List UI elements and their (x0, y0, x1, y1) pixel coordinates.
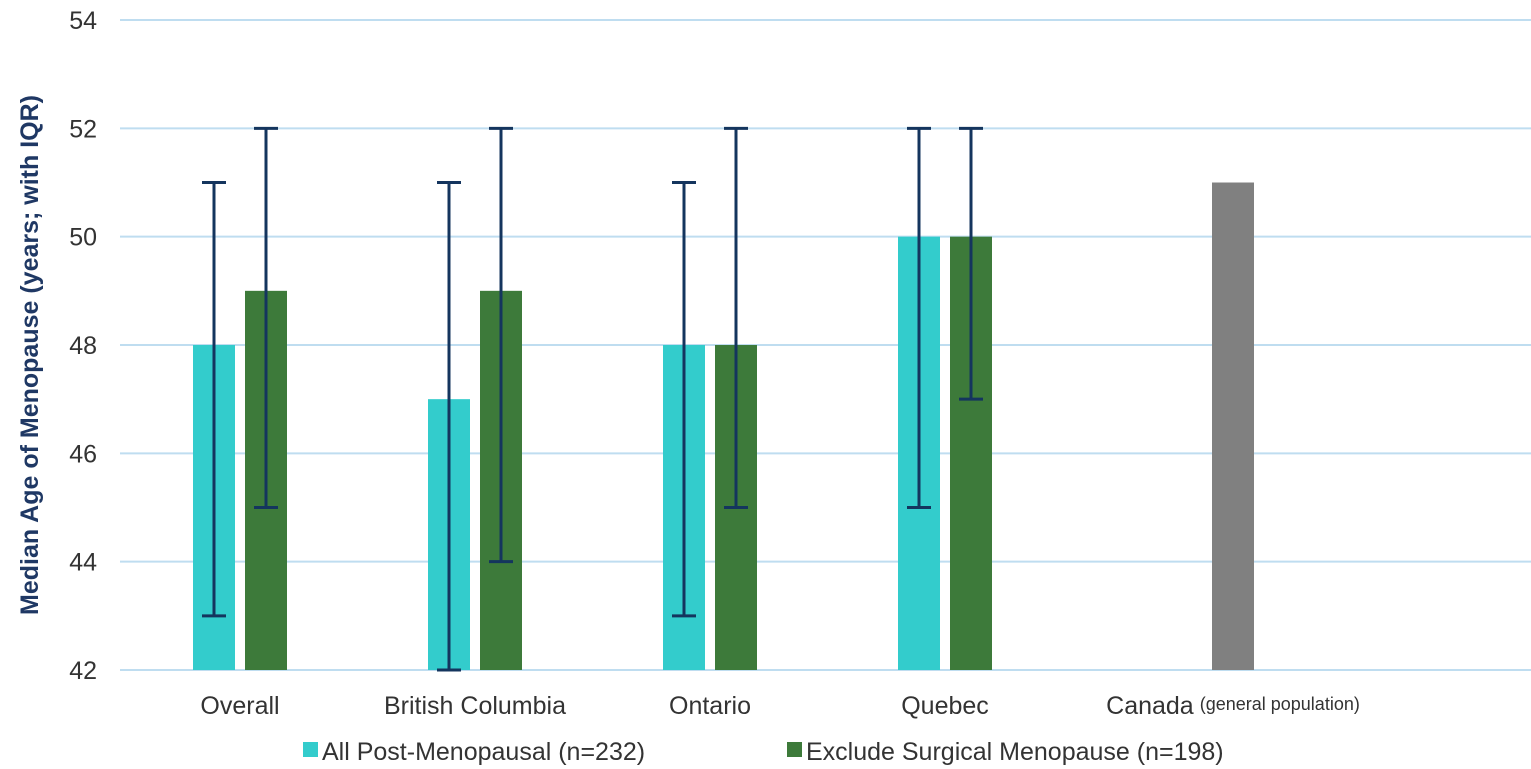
y-tick-label: 52 (69, 115, 97, 143)
y-axis-ticks: 42 44 46 48 50 52 54 (69, 7, 97, 685)
legend: All Post-Menopausal (n=232) Exclude Surgi… (303, 738, 1224, 766)
legend-swatch (303, 742, 318, 757)
legend-label: Exclude Surgical Menopause (n=198) (806, 738, 1224, 766)
x-axis-categories: Overall British Columbia Ontario Quebec Cana… (200, 692, 1359, 720)
x-tick-label: Overall (200, 692, 279, 720)
bars (193, 182, 1254, 670)
y-tick-label: 44 (69, 549, 97, 577)
y-axis-label: Median Age of Menopause (years; with IQR… (16, 95, 44, 615)
x-tick-label: Quebec (901, 692, 989, 720)
gridlines (120, 19, 1531, 671)
error-bars (202, 126, 983, 672)
x-tick-label: British Columbia (384, 692, 566, 720)
legend-label: All Post-Menopausal (n=232) (322, 738, 645, 766)
bar (1212, 182, 1254, 670)
y-tick-label: 46 (69, 440, 97, 468)
x-tick-label: Ontario (669, 692, 751, 720)
y-tick-label: 42 (69, 657, 97, 685)
x-tick-label: Canada (general population) (1106, 692, 1360, 720)
y-tick-label: 50 (69, 224, 97, 252)
y-tick-label: 48 (69, 332, 97, 360)
legend-swatch (787, 742, 802, 757)
y-tick-label: 54 (69, 7, 97, 35)
